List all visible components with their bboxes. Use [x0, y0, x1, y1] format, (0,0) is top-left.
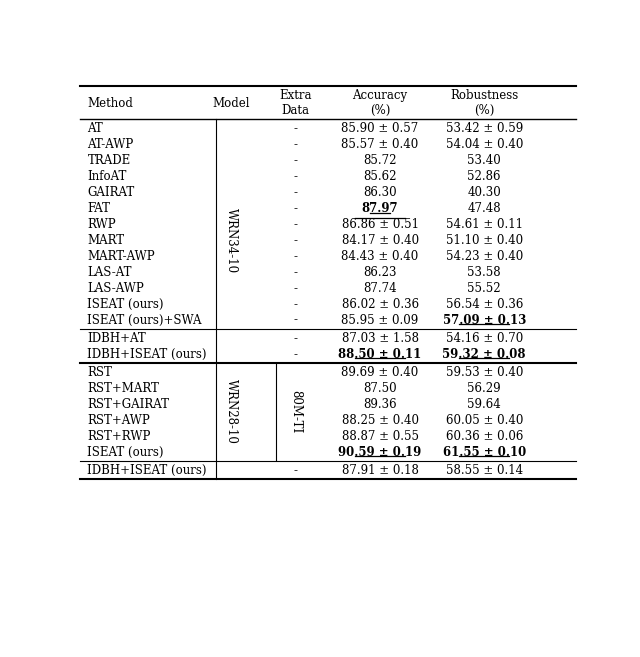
Text: 85.72: 85.72: [364, 154, 397, 168]
Text: 40.30: 40.30: [467, 186, 501, 199]
Text: 57.09 ± 0.13: 57.09 ± 0.13: [442, 313, 526, 327]
Text: 85.62: 85.62: [364, 170, 397, 183]
Text: Accuracy
(%): Accuracy (%): [353, 89, 408, 117]
Text: 86.86 ± 0.51: 86.86 ± 0.51: [342, 218, 419, 231]
Text: 60.36 ± 0.06: 60.36 ± 0.06: [445, 430, 523, 443]
Text: RST: RST: [88, 366, 112, 379]
Text: -: -: [294, 139, 298, 151]
Text: -: -: [294, 313, 298, 327]
Text: IDBH+AT: IDBH+AT: [88, 332, 146, 345]
Text: 54.16 ± 0.70: 54.16 ± 0.70: [445, 332, 523, 345]
Text: TRADE: TRADE: [88, 154, 131, 168]
Text: 86.30: 86.30: [364, 186, 397, 199]
Text: Robustness
(%): Robustness (%): [450, 89, 518, 117]
Text: ISEAT (ours)+SWA: ISEAT (ours)+SWA: [88, 313, 202, 327]
Text: 53.58: 53.58: [467, 266, 501, 279]
Text: 89.36: 89.36: [364, 398, 397, 411]
Text: RST+RWP: RST+RWP: [88, 430, 151, 443]
Text: MART: MART: [88, 234, 125, 247]
Text: 53.40: 53.40: [467, 154, 501, 168]
Text: -: -: [294, 154, 298, 168]
Text: AT: AT: [88, 122, 103, 135]
Text: LAS-AT: LAS-AT: [88, 266, 132, 279]
Text: 56.54 ± 0.36: 56.54 ± 0.36: [445, 298, 523, 311]
Text: Extra
Data: Extra Data: [280, 89, 312, 117]
Text: 59.32 ± 0.08: 59.32 ± 0.08: [442, 348, 526, 361]
Text: WRN34-10: WRN34-10: [225, 208, 238, 273]
Text: 85.95 ± 0.09: 85.95 ± 0.09: [342, 313, 419, 327]
Text: 56.29: 56.29: [467, 382, 501, 395]
Text: IDBH+ISEAT (ours): IDBH+ISEAT (ours): [88, 464, 207, 477]
Text: 88.87 ± 0.55: 88.87 ± 0.55: [342, 430, 419, 443]
Text: 87.97: 87.97: [362, 202, 398, 215]
Text: InfoAT: InfoAT: [88, 170, 127, 183]
Text: 89.69 ± 0.40: 89.69 ± 0.40: [342, 366, 419, 379]
Text: -: -: [294, 218, 298, 231]
Text: ISEAT (ours): ISEAT (ours): [88, 446, 164, 459]
Text: 61.55 ± 0.10: 61.55 ± 0.10: [443, 446, 526, 459]
Text: 87.03 ± 1.58: 87.03 ± 1.58: [342, 332, 419, 345]
Text: Model: Model: [212, 97, 250, 110]
Text: GAIRAT: GAIRAT: [88, 186, 134, 199]
Text: 87.91 ± 0.18: 87.91 ± 0.18: [342, 464, 419, 477]
Text: 87.74: 87.74: [364, 282, 397, 295]
Text: -: -: [294, 348, 298, 361]
Text: 54.04 ± 0.40: 54.04 ± 0.40: [445, 139, 523, 151]
Text: 85.90 ± 0.57: 85.90 ± 0.57: [342, 122, 419, 135]
Text: 84.43 ± 0.40: 84.43 ± 0.40: [342, 250, 419, 263]
Text: 51.10 ± 0.40: 51.10 ± 0.40: [445, 234, 523, 247]
Text: RST+GAIRAT: RST+GAIRAT: [88, 398, 170, 411]
Text: 86.23: 86.23: [364, 266, 397, 279]
Text: -: -: [294, 464, 298, 477]
Text: RWP: RWP: [88, 218, 116, 231]
Text: -: -: [294, 170, 298, 183]
Text: 85.57 ± 0.40: 85.57 ± 0.40: [342, 139, 419, 151]
Text: -: -: [294, 186, 298, 199]
Text: RST+AWP: RST+AWP: [88, 414, 150, 427]
Text: 88.50 ± 0.11: 88.50 ± 0.11: [339, 348, 422, 361]
Text: 86.02 ± 0.36: 86.02 ± 0.36: [342, 298, 419, 311]
Text: -: -: [294, 250, 298, 263]
Text: -: -: [294, 202, 298, 215]
Text: 84.17 ± 0.40: 84.17 ± 0.40: [342, 234, 419, 247]
Text: -: -: [294, 298, 298, 311]
Text: LAS-AWP: LAS-AWP: [88, 282, 144, 295]
Text: 55.52: 55.52: [467, 282, 501, 295]
Text: FAT: FAT: [88, 202, 111, 215]
Text: 54.61 ± 0.11: 54.61 ± 0.11: [445, 218, 523, 231]
Text: -: -: [294, 282, 298, 295]
Text: 54.23 ± 0.40: 54.23 ± 0.40: [445, 250, 523, 263]
Text: 52.86: 52.86: [467, 170, 501, 183]
Text: 59.64: 59.64: [467, 398, 501, 411]
Text: 47.48: 47.48: [467, 202, 501, 215]
Text: 59.53 ± 0.40: 59.53 ± 0.40: [445, 366, 523, 379]
Text: 88.25 ± 0.40: 88.25 ± 0.40: [342, 414, 419, 427]
Text: 87.50: 87.50: [364, 382, 397, 395]
Text: WRN28-10: WRN28-10: [225, 379, 238, 444]
Text: 58.55 ± 0.14: 58.55 ± 0.14: [445, 464, 523, 477]
Text: 60.05 ± 0.40: 60.05 ± 0.40: [445, 414, 523, 427]
Text: -: -: [294, 266, 298, 279]
Text: -: -: [294, 332, 298, 345]
Text: ISEAT (ours): ISEAT (ours): [88, 298, 164, 311]
Text: Method: Method: [88, 97, 133, 110]
Text: -: -: [294, 122, 298, 135]
Text: RST+MART: RST+MART: [88, 382, 159, 395]
Text: 90.59 ± 0.19: 90.59 ± 0.19: [339, 446, 422, 459]
Text: 80M-TI: 80M-TI: [289, 390, 302, 434]
Text: 53.42 ± 0.59: 53.42 ± 0.59: [445, 122, 523, 135]
Text: AT-AWP: AT-AWP: [88, 139, 134, 151]
Text: IDBH+ISEAT (ours): IDBH+ISEAT (ours): [88, 348, 207, 361]
Text: MART-AWP: MART-AWP: [88, 250, 155, 263]
Text: -: -: [294, 234, 298, 247]
